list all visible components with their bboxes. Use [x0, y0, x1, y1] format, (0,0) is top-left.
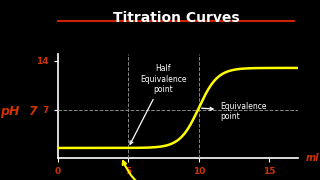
Text: Titration Curves: Titration Curves: [113, 11, 239, 25]
Text: Equivalence
point: Equivalence point: [202, 102, 267, 121]
Text: Half
Equivalence
point: Half Equivalence point: [130, 64, 187, 144]
Text: ml: ml: [306, 153, 319, 163]
Text: 7: 7: [28, 105, 36, 118]
Text: pH: pH: [0, 105, 19, 118]
Text: pH = pKa: pH = pKa: [123, 161, 199, 180]
